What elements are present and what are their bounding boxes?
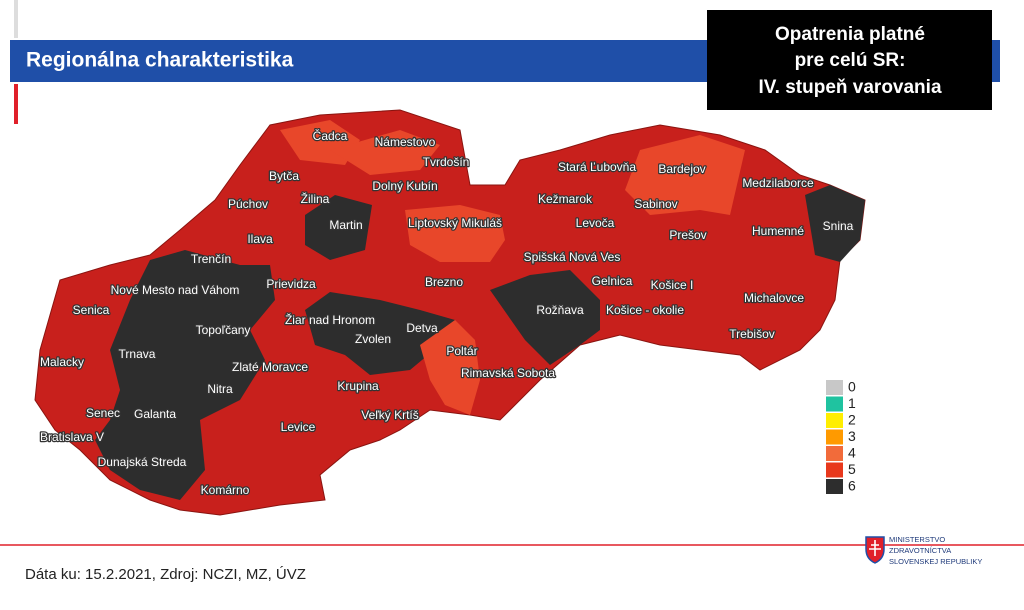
logo-cross (869, 540, 881, 556)
district-label: Košice I (651, 278, 694, 292)
district-label: Veľký Krtíš (361, 408, 419, 422)
legend-label: 6 (848, 478, 856, 494)
district-label: Kežmarok (538, 192, 593, 206)
district-label: Detva (406, 321, 438, 335)
logo-text: MINISTERSTVO (889, 535, 945, 544)
district-label: Námestovo (375, 135, 436, 149)
region-orange (330, 130, 440, 175)
district-label: Bratislava V (40, 430, 104, 444)
district-label: Trenčín (191, 252, 231, 266)
district-label: Rimavská Sobota (461, 366, 555, 380)
legend-swatch (826, 429, 843, 445)
red-accent (14, 84, 18, 124)
district-label: Snina (823, 219, 854, 233)
district-label: Medzilaborce (742, 176, 814, 190)
region-dark (95, 250, 275, 500)
district-label: Prešov (669, 228, 706, 242)
legend-swatch (826, 479, 843, 494)
notice-box (707, 10, 992, 110)
district-label: Topoľčany (196, 323, 251, 337)
region-dark (305, 195, 372, 260)
district-label: Ilava (247, 232, 273, 246)
district-label: Komárno (201, 483, 250, 497)
district-label: Žiar nad Hronom (285, 312, 375, 327)
district-label: Rožňava (536, 303, 584, 317)
region-dark (490, 270, 600, 365)
district-label: Senec (86, 406, 120, 420)
legend-swatch (826, 462, 843, 478)
legend-swatch (826, 413, 843, 428)
district-label: Martin (329, 218, 362, 232)
district-label: Zvolen (355, 332, 391, 346)
district-label: Michalovce (744, 291, 804, 305)
header-title: Regionálna charakteristika (26, 49, 294, 72)
district-label: Levoča (576, 216, 615, 230)
district-label: Krupina (337, 379, 379, 393)
region-orange (420, 320, 480, 415)
legend-swatch (826, 380, 843, 395)
legend-label: 1 (848, 395, 856, 411)
district-label: Brezno (425, 275, 463, 289)
district-label: Galanta (134, 407, 176, 421)
district-label: Zlaté Moravce (232, 360, 308, 374)
legend-swatch (826, 446, 843, 461)
legend-label: 5 (848, 461, 856, 477)
district-label: Nové Mesto nad Váhom (111, 283, 240, 297)
district-label: Dunajská Streda (98, 455, 187, 469)
district-label: Tvrdošín (423, 155, 470, 169)
district-label: Košice - okolie (606, 303, 684, 317)
district-label: Humenné (752, 224, 804, 238)
district-label: Poltár (446, 344, 477, 358)
district-label: Senica (73, 303, 110, 317)
district-label: Gelnica (592, 274, 633, 288)
logo-text: SLOVENSKEJ REPUBLIKY (889, 557, 982, 566)
logo-text: ZDRAVOTNÍCTVA (889, 546, 951, 555)
district-label: Nitra (207, 382, 233, 396)
legend-label: 4 (848, 445, 856, 461)
district-label: Trebišov (729, 327, 775, 341)
district-label: Čadca (313, 128, 348, 143)
legend-label: 3 (848, 428, 856, 444)
district-label: Prievidza (266, 277, 316, 291)
ministry-logo: MINISTERSTVO ZDRAVOTNÍCTVA SLOVENSKEJ RE… (865, 535, 982, 566)
district-label: Trnava (119, 347, 156, 361)
district-label: Liptovský Mikuláš (408, 216, 502, 230)
region-orange (405, 205, 505, 262)
map (34, 109, 866, 516)
region-orange (625, 135, 745, 215)
district-label: Malacky (40, 355, 84, 369)
district-label: Žilina (301, 191, 330, 206)
district-label: Spišská Nová Ves (524, 250, 621, 264)
notice-line: pre celú SR: (795, 50, 906, 71)
legend-label: 2 (848, 412, 856, 428)
district-label: Levice (281, 420, 316, 434)
district-label: Sabinov (634, 197, 677, 211)
region-dark (305, 292, 455, 375)
district-label: Bytča (269, 169, 299, 183)
district-label: Púchov (228, 197, 268, 211)
top-accent (14, 0, 18, 38)
district-label: Stará Ľubovňa (558, 160, 636, 174)
region-dark (805, 185, 865, 262)
notice-line: Opatrenia platné (775, 24, 925, 45)
legend-swatch (826, 396, 843, 412)
footer-source: Dáta ku: 15.2.2021, Zdroj: NCZI, MZ, ÚVZ (25, 566, 306, 583)
district-label: Bardejov (658, 162, 705, 176)
district-label: Dolný Kubín (372, 179, 437, 193)
notice-line: IV. stupeň varovania (758, 77, 941, 98)
legend-label: 0 (848, 379, 856, 395)
